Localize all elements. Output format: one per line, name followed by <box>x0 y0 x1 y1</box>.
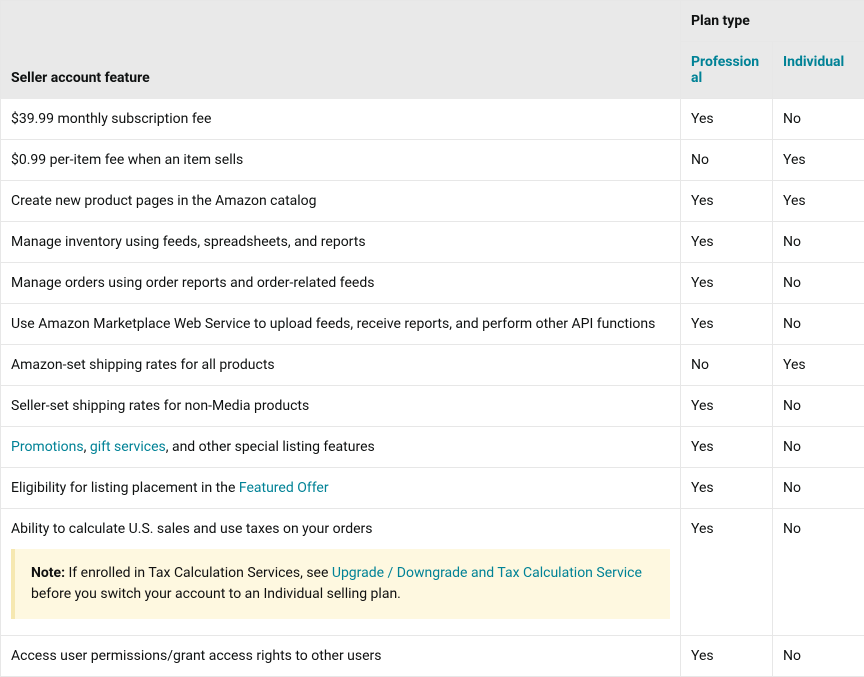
ind-cell: No <box>773 427 864 468</box>
table-row: Amazon-set shipping rates for all produc… <box>1 345 864 386</box>
pro-cell: Yes <box>681 99 773 140</box>
feature-cell: Amazon-set shipping rates for all produc… <box>1 345 681 386</box>
gift-services-link[interactable]: gift services <box>90 439 166 455</box>
pro-cell: No <box>681 140 773 181</box>
ind-cell: No <box>773 263 864 304</box>
feature-cell: Use Amazon Marketplace Web Service to up… <box>1 304 681 345</box>
table-row-featured-offer: Eligibility for listing placement in the… <box>1 468 864 509</box>
table-row-taxes: Ability to calculate U.S. sales and use … <box>1 509 864 636</box>
table-row-permissions: Access user permissions/grant access rig… <box>1 636 864 677</box>
table-row: Manage inventory using feeds, spreadshee… <box>1 222 864 263</box>
pro-cell: Yes <box>681 222 773 263</box>
pro-cell: Yes <box>681 304 773 345</box>
table-row: $0.99 per-item fee when an item sells No… <box>1 140 864 181</box>
feature-cell: Seller-set shipping rates for non-Media … <box>1 386 681 427</box>
feature-cell: Manage orders using order reports and or… <box>1 263 681 304</box>
feature-cell: $0.99 per-item fee when an item sells <box>1 140 681 181</box>
ind-cell: No <box>773 636 864 677</box>
note-before: If enrolled in Tax Calculation Services,… <box>65 565 332 581</box>
pro-cell: Yes <box>681 468 773 509</box>
ind-cell: No <box>773 304 864 345</box>
plan-header-professional[interactable]: Professional <box>681 42 773 99</box>
plan-header-individual[interactable]: Individual <box>773 42 864 99</box>
feature-cell: Create new product pages in the Amazon c… <box>1 181 681 222</box>
pro-cell: No <box>681 345 773 386</box>
note-after: before you switch your account to an Ind… <box>31 586 401 602</box>
pro-cell: Yes <box>681 509 773 636</box>
tax-service-link[interactable]: Upgrade / Downgrade and Tax Calculation … <box>332 565 642 581</box>
table-row: Create new product pages in the Amazon c… <box>1 181 864 222</box>
ind-cell: No <box>773 509 864 636</box>
pro-cell: Yes <box>681 386 773 427</box>
table-row-promotions: Promotions, gift services, and other spe… <box>1 427 864 468</box>
text: Eligibility for listing placement in the <box>11 480 239 496</box>
text: , and other special listing features <box>166 439 375 455</box>
promotions-link[interactable]: Promotions <box>11 439 84 455</box>
ind-cell: No <box>773 386 864 427</box>
plan-comparison-table: Seller account feature Plan type Profess… <box>0 0 864 677</box>
table-row: Use Amazon Marketplace Web Service to up… <box>1 304 864 345</box>
note-label: Note: <box>31 565 65 581</box>
ind-cell: Yes <box>773 345 864 386</box>
feature-cell: $39.99 monthly subscription fee <box>1 99 681 140</box>
table-header: Seller account feature Plan type Profess… <box>1 1 864 99</box>
ind-cell: Yes <box>773 181 864 222</box>
table-row: Manage orders using order reports and or… <box>1 263 864 304</box>
plan-type-header: Plan type <box>681 1 864 42</box>
ind-cell: Yes <box>773 140 864 181</box>
feature-cell: Access user permissions/grant access rig… <box>1 636 681 677</box>
feature-column-header: Seller account feature <box>1 1 681 99</box>
table-row: $39.99 monthly subscription fee Yes No <box>1 99 864 140</box>
note-box: Note: If enrolled in Tax Calculation Ser… <box>11 549 670 619</box>
feature-cell: Manage inventory using feeds, spreadshee… <box>1 222 681 263</box>
ind-cell: No <box>773 99 864 140</box>
pro-cell: Yes <box>681 636 773 677</box>
feature-cell: Ability to calculate U.S. sales and use … <box>1 509 681 636</box>
feature-cell: Promotions, gift services, and other spe… <box>1 427 681 468</box>
ind-cell: No <box>773 468 864 509</box>
featured-offer-link[interactable]: Featured Offer <box>239 480 329 496</box>
table-body: $39.99 monthly subscription fee Yes No $… <box>1 99 864 677</box>
table-row: Seller-set shipping rates for non-Media … <box>1 386 864 427</box>
feature-text: Ability to calculate U.S. sales and use … <box>11 521 670 537</box>
ind-cell: No <box>773 222 864 263</box>
feature-cell: Eligibility for listing placement in the… <box>1 468 681 509</box>
pro-cell: Yes <box>681 427 773 468</box>
pro-cell: Yes <box>681 181 773 222</box>
pro-cell: Yes <box>681 263 773 304</box>
